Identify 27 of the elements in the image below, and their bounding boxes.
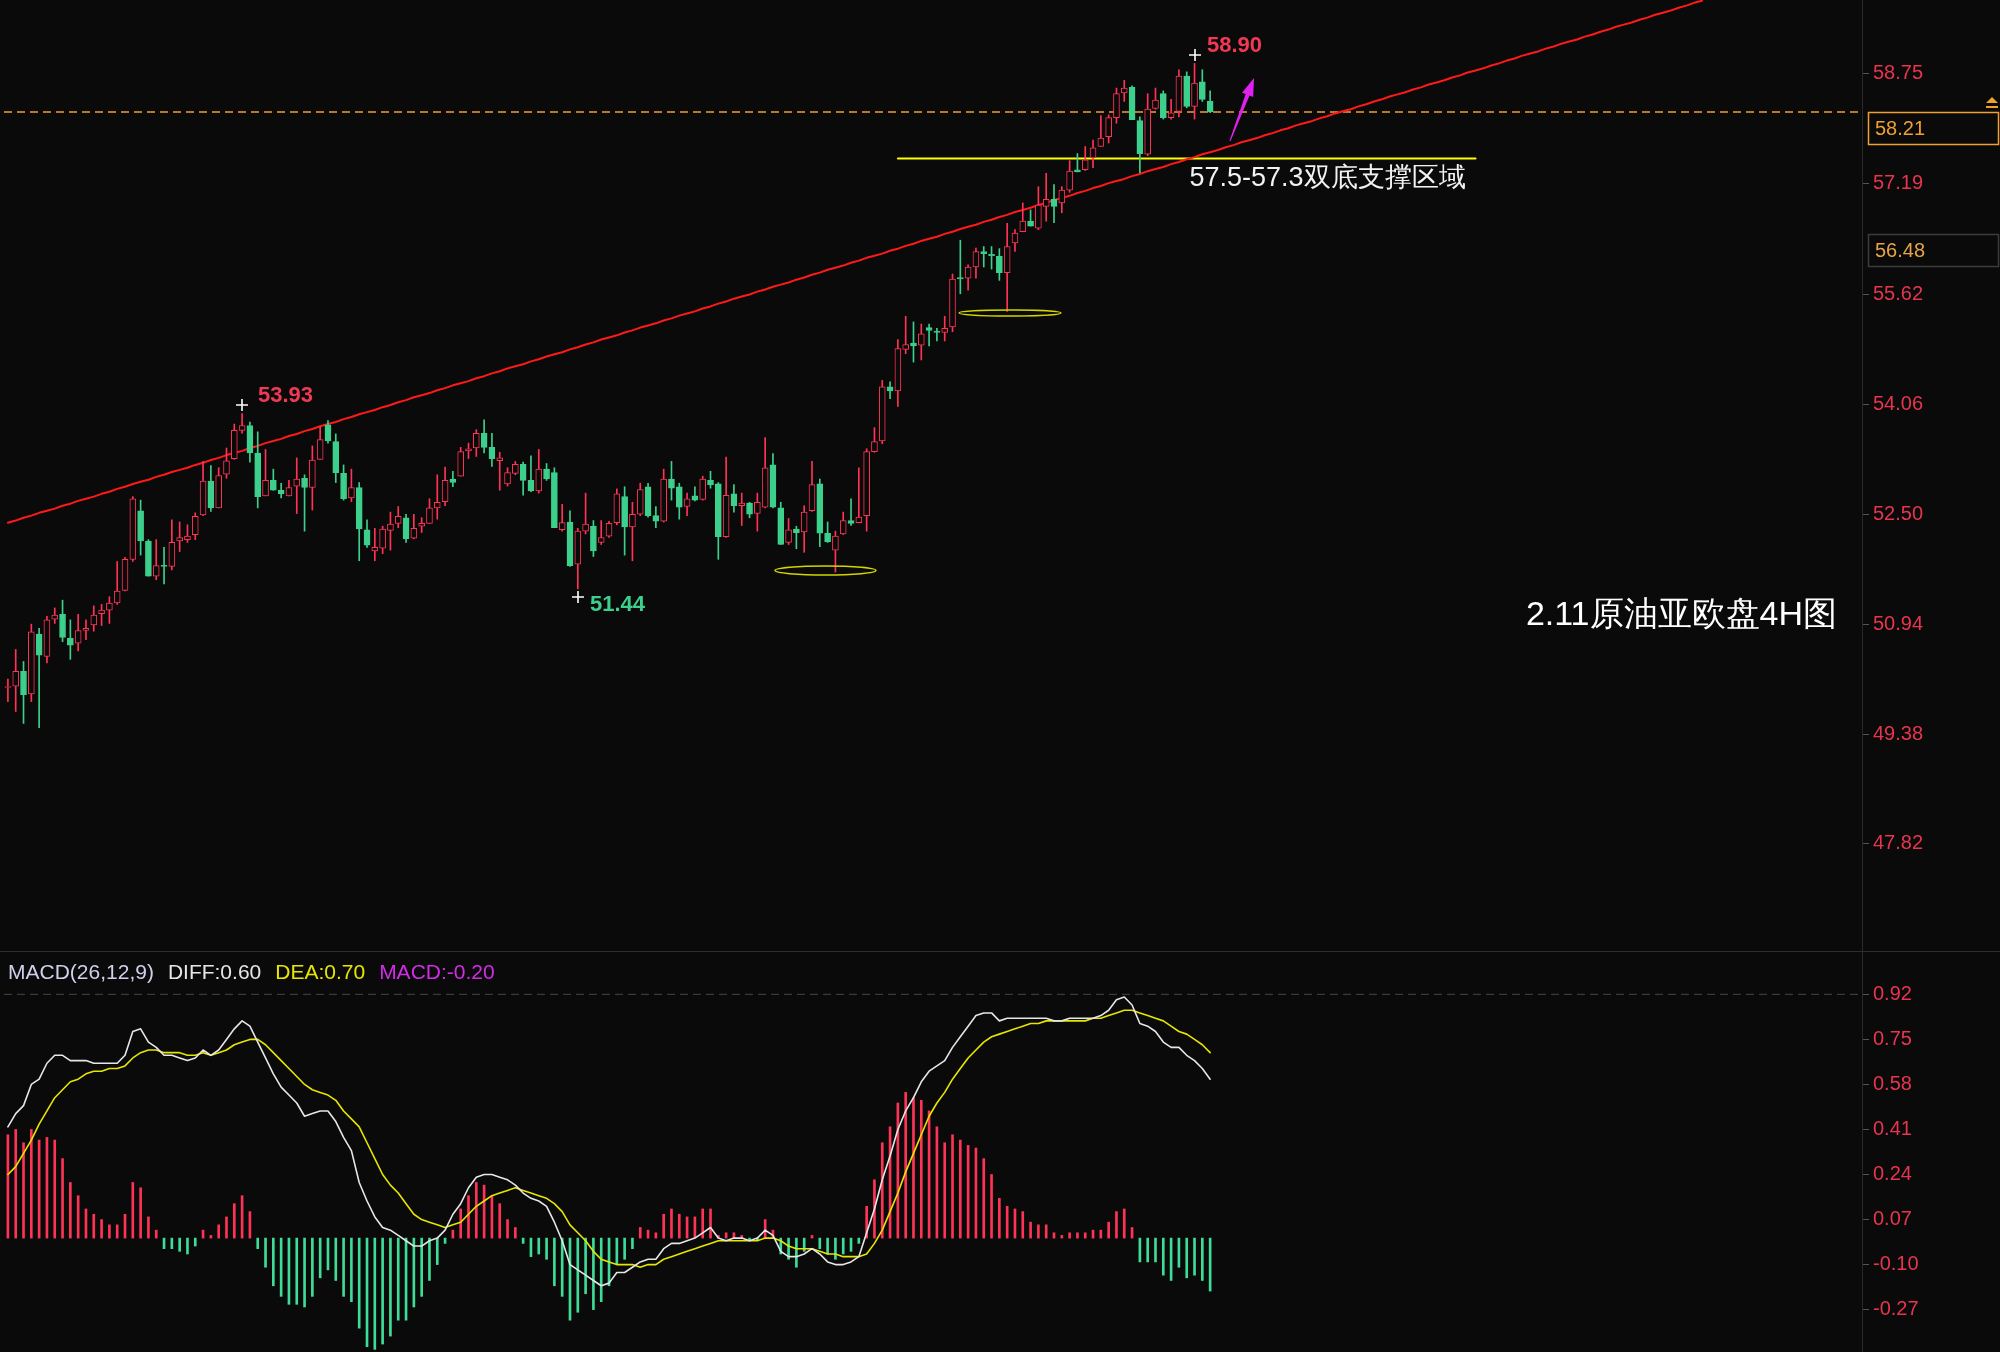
text: 2.11原油亚欧盘4H图: [1525, 593, 1837, 632]
annotation: MACD:-0.20: [379, 959, 495, 983]
text: 56.48: [1875, 238, 1926, 261]
annotation: 58.90: [1207, 32, 1263, 58]
annotation: 53.93: [258, 382, 314, 408]
text: DEA:0.70: [275, 959, 366, 983]
annotation: 57.5-57.3双底支撑区域: [1189, 162, 1466, 193]
y-tick-label: 0.41: [1873, 1117, 1912, 1139]
annotation: 51.44: [590, 591, 646, 617]
y-tick-label: 57.19: [1873, 171, 1924, 194]
y-tick-label: 58.75: [1873, 61, 1924, 84]
ref-line-label: 58.21: [1875, 116, 1926, 139]
y-tick-label: 54.06: [1873, 391, 1924, 414]
y-tick-label: 55.62: [1873, 281, 1924, 304]
y-tick-label: 47.82: [1873, 831, 1924, 854]
y-tick-label: 52.50: [1873, 501, 1924, 524]
y-tick-label: 0.75: [1873, 1026, 1912, 1049]
y-tick-label: 0.07: [1873, 1207, 1912, 1230]
y-tick-label: 49.38: [1873, 721, 1924, 744]
y-tick-label: -0.10: [1873, 1252, 1919, 1275]
chart-title: MACD(26,12,9): [8, 959, 154, 983]
y-tick-label: 0.92: [1873, 981, 1912, 1004]
y-tick-label: 50.94: [1873, 611, 1924, 634]
y-tick-label: 0.58: [1873, 1071, 1912, 1094]
text: DIFF:0.60: [167, 959, 262, 983]
y-tick-label: 0.24: [1873, 1162, 1912, 1185]
y-tick-label: -0.27: [1873, 1297, 1919, 1320]
